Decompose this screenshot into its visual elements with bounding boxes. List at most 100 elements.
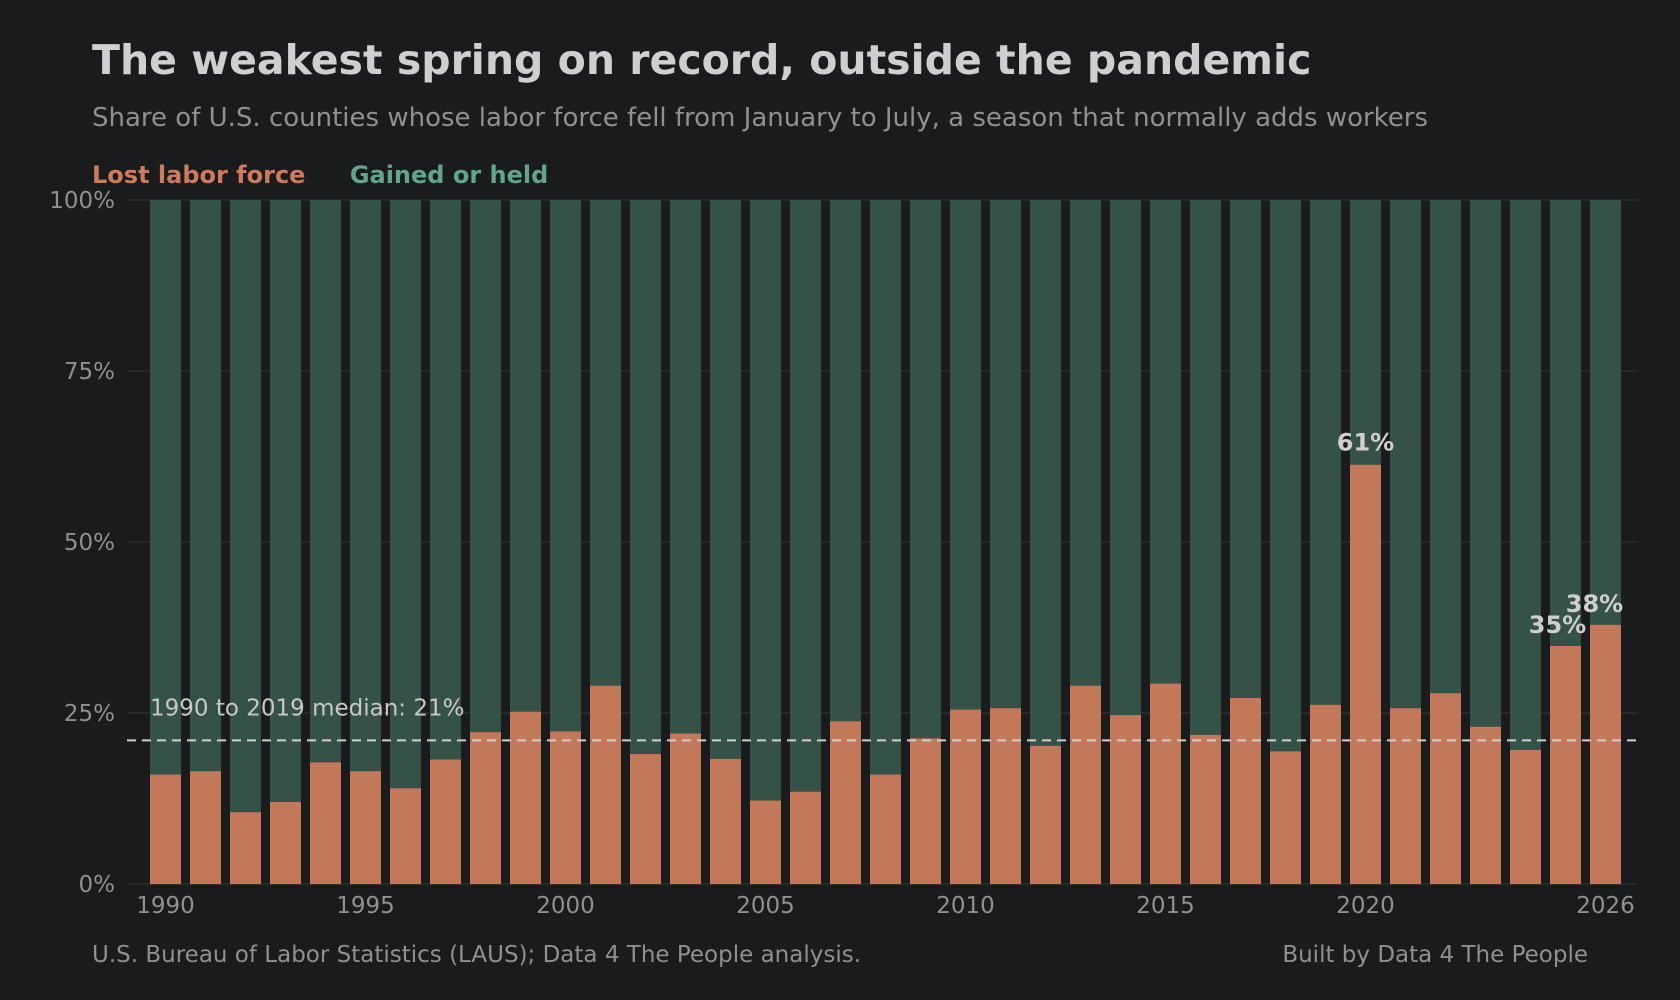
bar-gained-2016 — [1190, 200, 1221, 735]
bar-lost-2004 — [710, 758, 741, 884]
bar-lost-2014 — [1110, 715, 1141, 884]
bar-lost-2024 — [1510, 749, 1541, 884]
bar-gained-2023 — [1470, 200, 1501, 727]
bar-lost-1997 — [430, 759, 461, 884]
annotation-2026: 38% — [1566, 590, 1623, 618]
bar-lost-1991 — [190, 771, 221, 884]
bar-gained-2022 — [1430, 200, 1461, 694]
bar-gained-1993 — [270, 200, 301, 802]
bar-gained-1996 — [390, 200, 421, 789]
bar-lost-2015 — [1150, 683, 1181, 884]
bar-lost-2006 — [790, 791, 821, 884]
bar-gained-1999 — [510, 200, 541, 712]
bar-gained-2008 — [870, 200, 901, 775]
bar-lost-2013 — [1070, 685, 1101, 884]
bar-lost-2021 — [1390, 708, 1421, 884]
annotations: 61% 35%38% — [1337, 429, 1623, 639]
bar-gained-1991 — [190, 200, 221, 772]
source-note: U.S. Bureau of Labor Statistics (LAUS); … — [92, 942, 862, 968]
bar-lost-2012 — [1030, 745, 1061, 884]
bar-lost-2011 — [990, 708, 1021, 884]
bar-gained-2010 — [950, 200, 981, 710]
bar-lost-1996 — [390, 788, 421, 884]
bar-gained-2013 — [1070, 200, 1101, 686]
bar-lost-2005 — [750, 800, 781, 884]
bar-lost-2010 — [950, 709, 981, 884]
bar-gained-2015 — [1150, 200, 1181, 684]
bar-lost-2016 — [1190, 734, 1221, 884]
chart-subtitle: Share of U.S. counties whose labor force… — [92, 103, 1429, 133]
bar-gained-1992 — [230, 200, 261, 813]
y-tick-label: 25% — [64, 701, 115, 727]
bar-gained-2017 — [1230, 200, 1261, 698]
bar-lost-2009 — [910, 738, 941, 884]
bar-lost-1990 — [150, 774, 181, 884]
bar-lost-2018 — [1270, 751, 1301, 884]
bar-gained-2006 — [790, 200, 821, 792]
x-tick-label: 2020 — [1336, 893, 1395, 919]
x-tick-label: 2026 — [1576, 893, 1635, 919]
bar-gained-1998 — [470, 200, 501, 733]
annotation-2020: 61% — [1337, 429, 1394, 457]
bar-gained-2025 — [1550, 200, 1581, 646]
bar-gained-2001 — [590, 200, 621, 686]
bar-lost-2003 — [670, 733, 701, 884]
chart-legend: Lost labor force Gained or held — [92, 161, 584, 189]
bar-gained-2002 — [630, 200, 661, 755]
bar-lost-2022 — [1430, 693, 1461, 884]
legend-item-lost: Lost labor force — [92, 161, 306, 189]
bar-gained-2000 — [550, 200, 581, 732]
bar-lost-2019 — [1310, 704, 1341, 884]
annotation-2025: 35% — [1529, 611, 1586, 639]
y-tick-label: 75% — [64, 359, 115, 385]
bar-gained-2011 — [990, 200, 1021, 709]
bar-lost-1993 — [270, 801, 301, 884]
x-tick-label: 1990 — [136, 893, 195, 919]
median-reference: 1990 to 2019 median: 21% — [127, 695, 1638, 742]
bar-gained-2005 — [750, 200, 781, 801]
x-tick-label: 2015 — [1136, 893, 1195, 919]
bar-lost-2002 — [630, 754, 661, 884]
bar-gained-1990 — [150, 200, 181, 775]
bar-lost-2007 — [830, 721, 861, 884]
bar-gained-2018 — [1270, 200, 1301, 752]
bar-lost-1999 — [510, 711, 541, 884]
bar-lost-1992 — [230, 812, 261, 884]
bar-lost-2008 — [870, 774, 901, 884]
bar-lost-2025 — [1550, 645, 1581, 884]
bar-gained-2014 — [1110, 200, 1141, 716]
bars — [150, 200, 1621, 884]
bar-gained-1994 — [310, 200, 341, 763]
chart-title: The weakest spring on record, outside th… — [92, 36, 1312, 84]
median-label: 1990 to 2019 median: 21% — [150, 695, 465, 721]
bar-lost-1995 — [350, 771, 381, 884]
bar-lost-2020 — [1350, 464, 1381, 884]
bar-lost-2017 — [1230, 697, 1261, 884]
x-tick-label: 2010 — [936, 893, 995, 919]
bar-gained-2021 — [1390, 200, 1421, 709]
legend-item-gained: Gained or held — [349, 161, 549, 189]
bar-gained-2009 — [910, 200, 941, 739]
bar-gained-1995 — [350, 200, 381, 772]
credit-note: Built by Data 4 The People — [1282, 942, 1588, 968]
bar-gained-2024 — [1510, 200, 1541, 750]
bar-gained-2004 — [710, 200, 741, 759]
y-tick-label: 50% — [64, 530, 115, 556]
bar-lost-1994 — [310, 762, 341, 884]
x-tick-label: 2005 — [736, 893, 795, 919]
axes: 0% 25% 50% 75% 100% 1990 1995 2000 2005 2010 2015 2… — [49, 188, 1635, 919]
x-tick-label: 1995 — [336, 893, 395, 919]
bar-gained-2003 — [670, 200, 701, 734]
y-tick-label: 0% — [79, 872, 116, 898]
bar-gained-2019 — [1310, 200, 1341, 705]
bar-gained-2026 — [1590, 200, 1621, 625]
x-tick-label: 2000 — [536, 893, 595, 919]
bar-lost-2023 — [1470, 726, 1501, 884]
bar-gained-2020 — [1350, 200, 1381, 465]
bar-gained-2007 — [830, 200, 861, 722]
bar-lost-2000 — [550, 731, 581, 884]
y-tick-label: 100% — [49, 188, 115, 214]
bar-lost-2026 — [1590, 624, 1621, 884]
bar-gained-1997 — [430, 200, 461, 760]
